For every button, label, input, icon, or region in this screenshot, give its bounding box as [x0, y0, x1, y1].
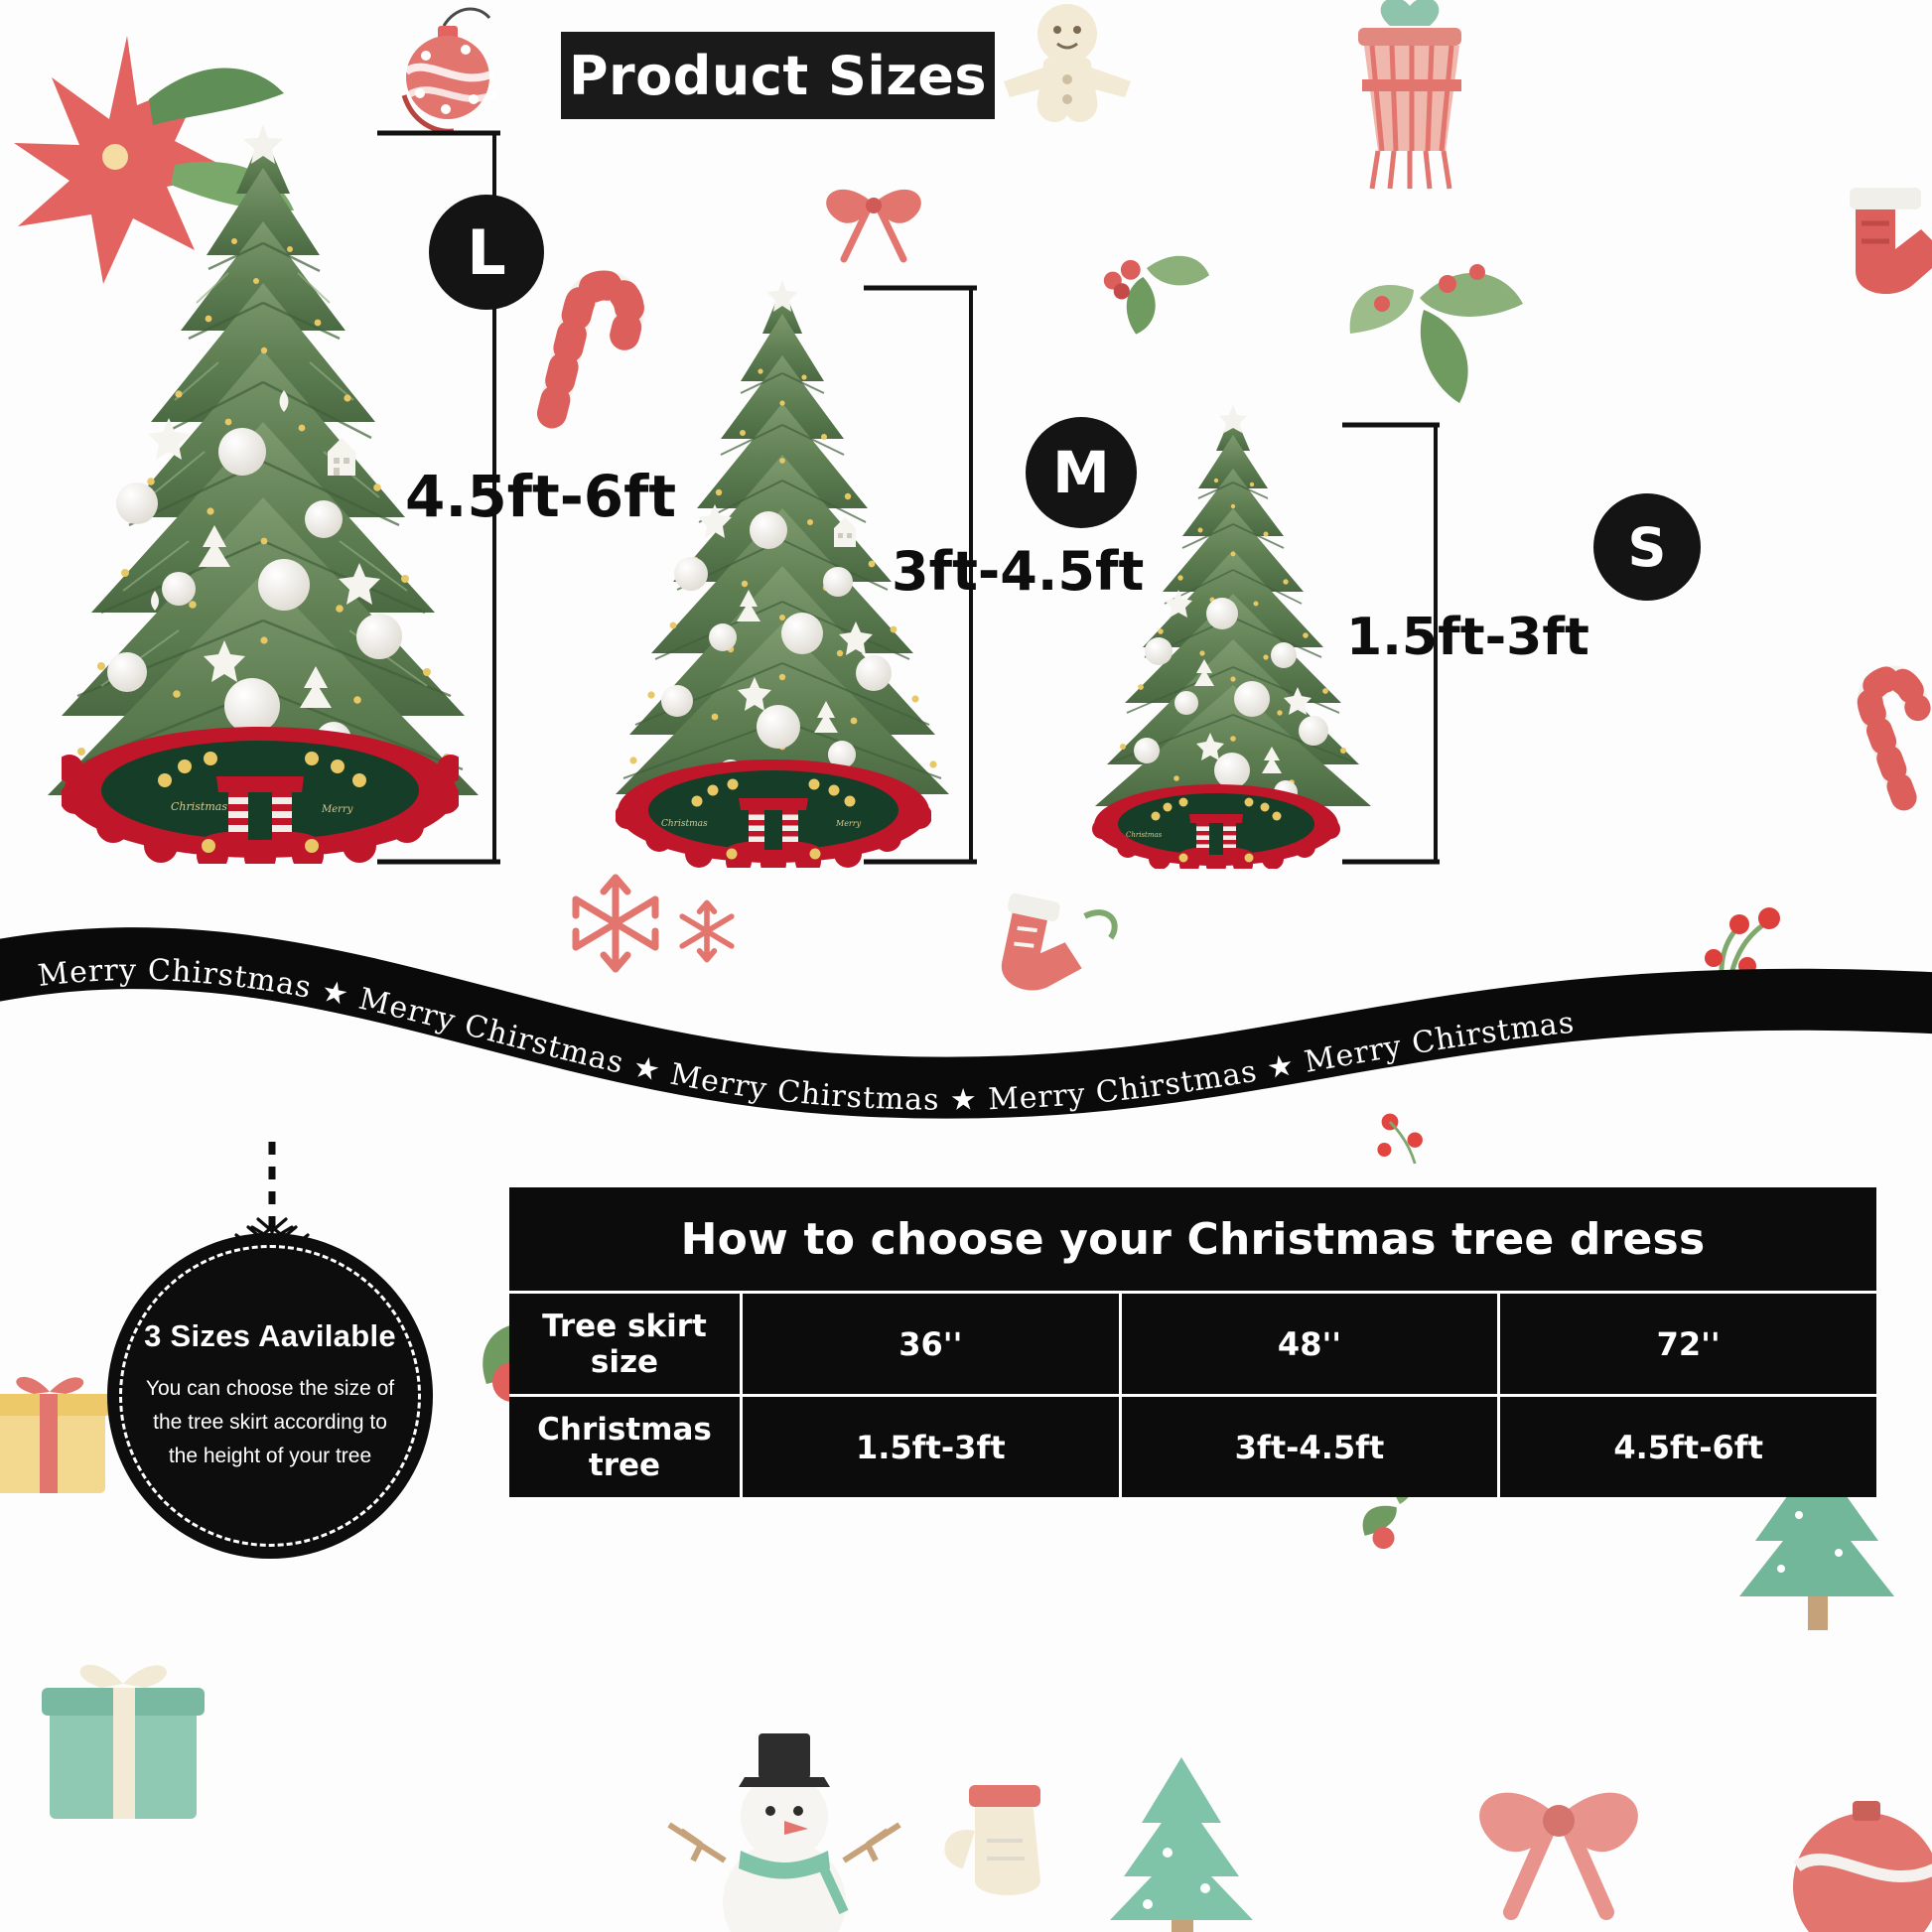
size-badge-large-label: L: [467, 215, 506, 289]
size-badge-medium[interactable]: M: [1026, 417, 1137, 528]
table-row-label-skirt: Tree skirt size: [509, 1291, 740, 1394]
page-title: Product Sizes: [568, 44, 988, 107]
mitten-icon: [944, 1785, 1040, 1895]
bauble-icon: [1793, 1801, 1932, 1932]
gingerbread-man-icon: [1004, 4, 1131, 122]
bow-icon: [826, 189, 921, 263]
size-chart-title: How to choose your Christmas tree dress: [680, 1213, 1706, 1265]
size-badge-small-label: S: [1627, 515, 1667, 579]
candy-cane-icon: [1857, 665, 1931, 811]
table-cell-tree-medium: 3ft-4.5ft: [1118, 1394, 1498, 1497]
ornament-body: 3 Sizes Aavilable You can choose the siz…: [107, 1233, 433, 1559]
svg-text:Merry: Merry: [835, 819, 862, 828]
size-range-medium: 3ft-4.5ft: [892, 540, 1145, 603]
size-badge-medium-label: M: [1052, 439, 1110, 506]
hanging-basket-icon: [1358, 0, 1461, 190]
table-cell-tree-large: 4.5ft-6ft: [1497, 1394, 1876, 1497]
ornament-subtitle: You can choose the size of the tree skir…: [145, 1376, 395, 1467]
table-cell-skirt-48: 48'': [1118, 1291, 1498, 1394]
gift-box-icon: [0, 1376, 111, 1493]
dimension-line-medium: [864, 285, 977, 865]
svg-text:Christmas: Christmas: [1126, 831, 1163, 839]
small-tree-skirt: Christmas: [1092, 781, 1340, 869]
large-tree-skirt: Christmas Merry: [62, 725, 459, 864]
size-badge-small[interactable]: S: [1593, 493, 1701, 601]
small-tree-image: [1087, 405, 1380, 842]
svg-text:Merry: Merry: [321, 804, 353, 815]
table-row-label-tree: Christmas tree: [509, 1394, 740, 1497]
gift-box-icon: [42, 1664, 205, 1819]
holly-icon: [1103, 255, 1209, 335]
table-cell-tree-small: 1.5ft-3ft: [740, 1394, 1119, 1497]
size-badge-large[interactable]: L: [429, 195, 544, 310]
svg-text:Christmas: Christmas: [171, 800, 227, 813]
mistletoe-icon: [1349, 264, 1523, 403]
size-chart-grid: Tree skirt size 36'' 48'' 72'' Christmas…: [509, 1291, 1876, 1497]
medium-tree-image: [604, 280, 961, 846]
stocking-icon: [1850, 188, 1932, 295]
size-range-large: 4.5ft-6ft: [405, 463, 677, 530]
ornament-title: 3 Sizes Aavilable: [144, 1317, 396, 1353]
size-chart-table: How to choose your Christmas tree dress …: [509, 1187, 1876, 1497]
bauble-icon: [401, 7, 497, 134]
size-range-small: 1.5ft-3ft: [1346, 608, 1589, 667]
sizes-available-ornament: 3 Sizes Aavilable You can choose the siz…: [107, 1142, 445, 1559]
svg-text:Christmas: Christmas: [661, 819, 708, 829]
merry-christmas-ribbon: Merry Chirstmas ★ Merry Chirstmas ★ Merr…: [0, 918, 1932, 1132]
snowman-icon: [667, 1733, 901, 1932]
pine-tree-icon: [1110, 1757, 1253, 1932]
medium-tree-skirt: Christmas Merry: [616, 757, 931, 868]
table-cell-skirt-36: 36'': [740, 1291, 1119, 1394]
dimension-line-small: [1342, 422, 1440, 865]
ribbon-bow-icon: [1479, 1792, 1638, 1920]
table-cell-skirt-72: 72'': [1497, 1291, 1876, 1394]
page-title-banner: Product Sizes: [561, 32, 995, 119]
